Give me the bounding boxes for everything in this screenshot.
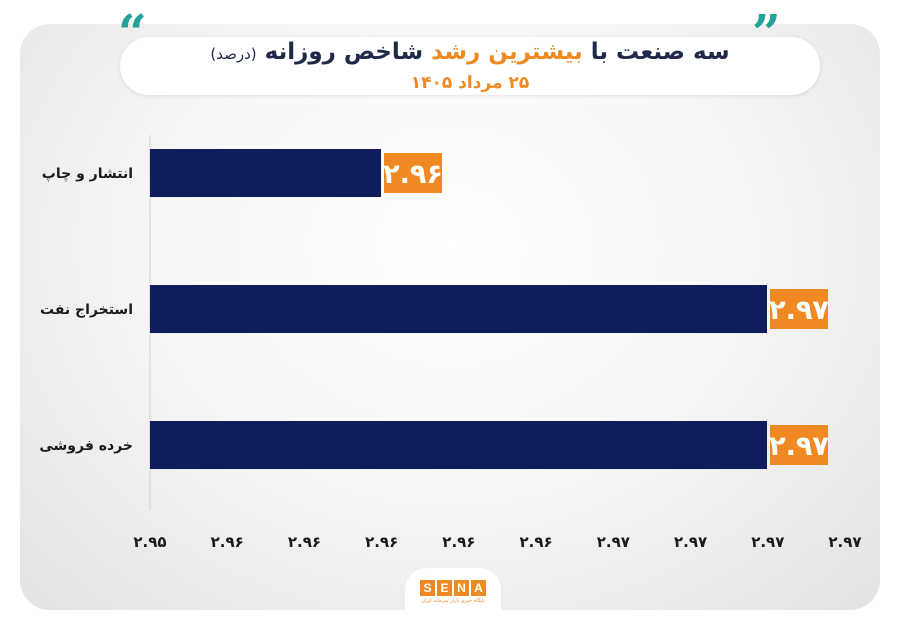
x-tick-label: ۲.۹۷ — [597, 533, 630, 551]
bar-value-label: ۲.۹۶ — [383, 159, 443, 190]
category-label: استخراج نفت — [40, 302, 133, 318]
logo-letter: A — [471, 580, 486, 596]
x-tick-label: ۲.۹۶ — [365, 533, 398, 551]
quote-open-icon: “ — [118, 3, 147, 62]
bar-value-label-bg — [770, 289, 828, 329]
x-tick-label: ۲.۹۶ — [211, 533, 244, 551]
x-tick-label: ۲.۹۷ — [751, 533, 784, 551]
title-banner: سه صنعت با بیشترین رشد شاخص روزانه (درصد… — [120, 37, 820, 95]
logo-letter: N — [454, 580, 469, 596]
title-highlight: بیشترین رشد — [431, 39, 583, 65]
x-tick-label: ۲.۹۶ — [288, 533, 321, 551]
logo-tagline: پایگاه خبری بازار سرمایه ایران — [421, 598, 485, 604]
x-tick-label: ۲.۹۶ — [442, 533, 475, 551]
x-tick-label: ۲.۹۷ — [828, 533, 861, 551]
bar-value-label: ۲.۹۷ — [769, 295, 829, 326]
title-unit: (درصد) — [210, 45, 257, 63]
x-tick-label: ۲.۹۵ — [133, 533, 166, 551]
title-part-1: سه صنعت با — [590, 39, 730, 65]
category-label: خرده فروشی — [39, 438, 133, 454]
chart-subtitle: ۲۵ مرداد ۱۴۰۵ — [410, 73, 530, 93]
bar-value-label-bg — [384, 153, 442, 193]
title-part-2: شاخص روزانه — [264, 39, 424, 65]
chart-title: سه صنعت با بیشترین رشد شاخص روزانه (درصد… — [120, 39, 820, 65]
bar — [150, 285, 767, 333]
x-tick-label: ۲.۹۶ — [520, 533, 553, 551]
quote-close-icon: ” — [752, 3, 781, 62]
bar — [150, 421, 767, 469]
bar — [150, 149, 381, 197]
x-tick-label: ۲.۹۷ — [674, 533, 707, 551]
logo-letter: S — [420, 580, 435, 596]
category-label: انتشار و چاپ — [42, 166, 133, 182]
bar-value-label-bg — [770, 425, 828, 465]
bar-value-label: ۲.۹۷ — [769, 431, 829, 462]
logo-letter: E — [437, 580, 452, 596]
